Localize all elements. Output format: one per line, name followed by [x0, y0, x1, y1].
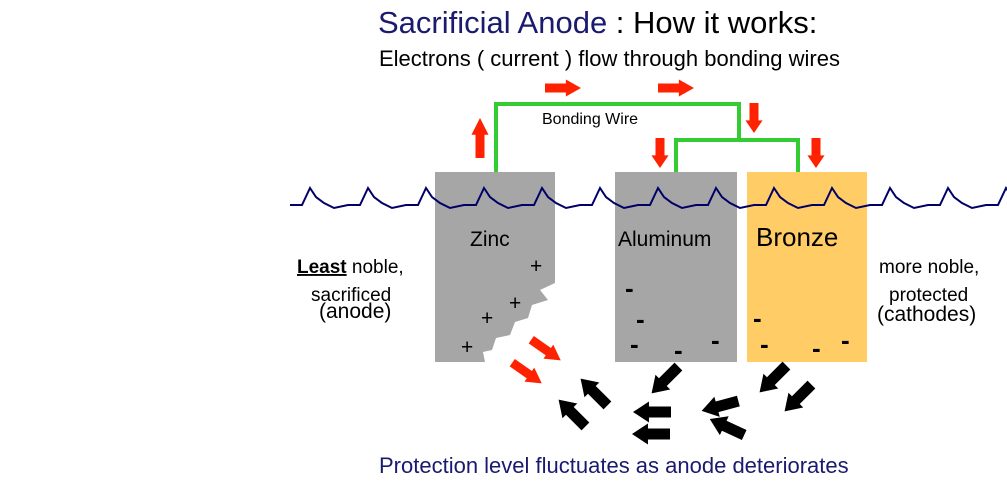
minus-charge: - [812, 333, 821, 363]
anode-label: (anode) [319, 300, 391, 323]
black-arrow-icon [580, 378, 612, 410]
red-arrow-icon [545, 79, 581, 97]
sacrificed-label: sacrificed [311, 285, 391, 306]
black-arrow-icon [632, 423, 670, 445]
plus-charge: + [530, 255, 542, 278]
title-part1: Sacrificial Anode [378, 5, 607, 40]
subtitle: Electrons ( current ) flow through bondi… [379, 46, 840, 71]
minus-charge: - [636, 304, 645, 334]
bronze-label: Bronze [756, 222, 838, 252]
least-word: Least [297, 257, 347, 278]
black-arrow-icon [759, 361, 791, 393]
zinc-label: Zinc [470, 228, 510, 251]
title-part2: How it works: [633, 5, 817, 40]
bonding-wire [494, 102, 800, 172]
plus-charge: + [509, 292, 521, 315]
red-arrow-icon [807, 138, 825, 168]
red-arrow-icon [745, 103, 763, 133]
black-arrow-icon [709, 416, 747, 441]
cathodes-label: (cathodes) [877, 303, 976, 326]
bonding-wire-label: Bonding Wire [542, 111, 638, 128]
black-arrow-icon [784, 380, 816, 412]
minus-charge: - [630, 329, 639, 359]
black-arrow-icon [651, 362, 683, 394]
water-line [290, 185, 1007, 210]
black-arrow-icon [701, 395, 740, 417]
red-arrow-icon [471, 118, 489, 158]
more-noble-label: more noble, [879, 257, 979, 278]
minus-charge: - [674, 335, 683, 365]
minus-charge: - [753, 303, 762, 333]
minus-charge: - [841, 325, 850, 355]
footer-note: Protection level fluctuates as anode det… [379, 453, 849, 478]
black-arrow-icon [558, 399, 590, 431]
minus-charge: - [625, 273, 634, 303]
aluminum-label: Aluminum [618, 228, 711, 251]
current-arrows [471, 79, 825, 384]
plus-charge: + [481, 307, 493, 330]
ion-arrows [558, 361, 816, 445]
least-noble-label: Least noble, [297, 257, 404, 278]
title-separator: : [607, 5, 633, 40]
zinc-block [435, 172, 555, 362]
red-arrow-icon [528, 335, 561, 361]
minus-charge: - [760, 329, 769, 359]
noble-word: noble, [347, 257, 404, 278]
protected-label: protected [889, 285, 968, 306]
page-title: Sacrificial Anode : How it works: [378, 5, 817, 40]
red-arrow-icon [651, 138, 669, 168]
red-arrow-icon [509, 358, 542, 384]
aluminum-block [615, 172, 737, 362]
plus-charge: + [461, 336, 473, 359]
minus-charge: - [711, 325, 720, 355]
red-arrow-icon [658, 79, 694, 97]
black-arrow-icon [633, 401, 671, 423]
